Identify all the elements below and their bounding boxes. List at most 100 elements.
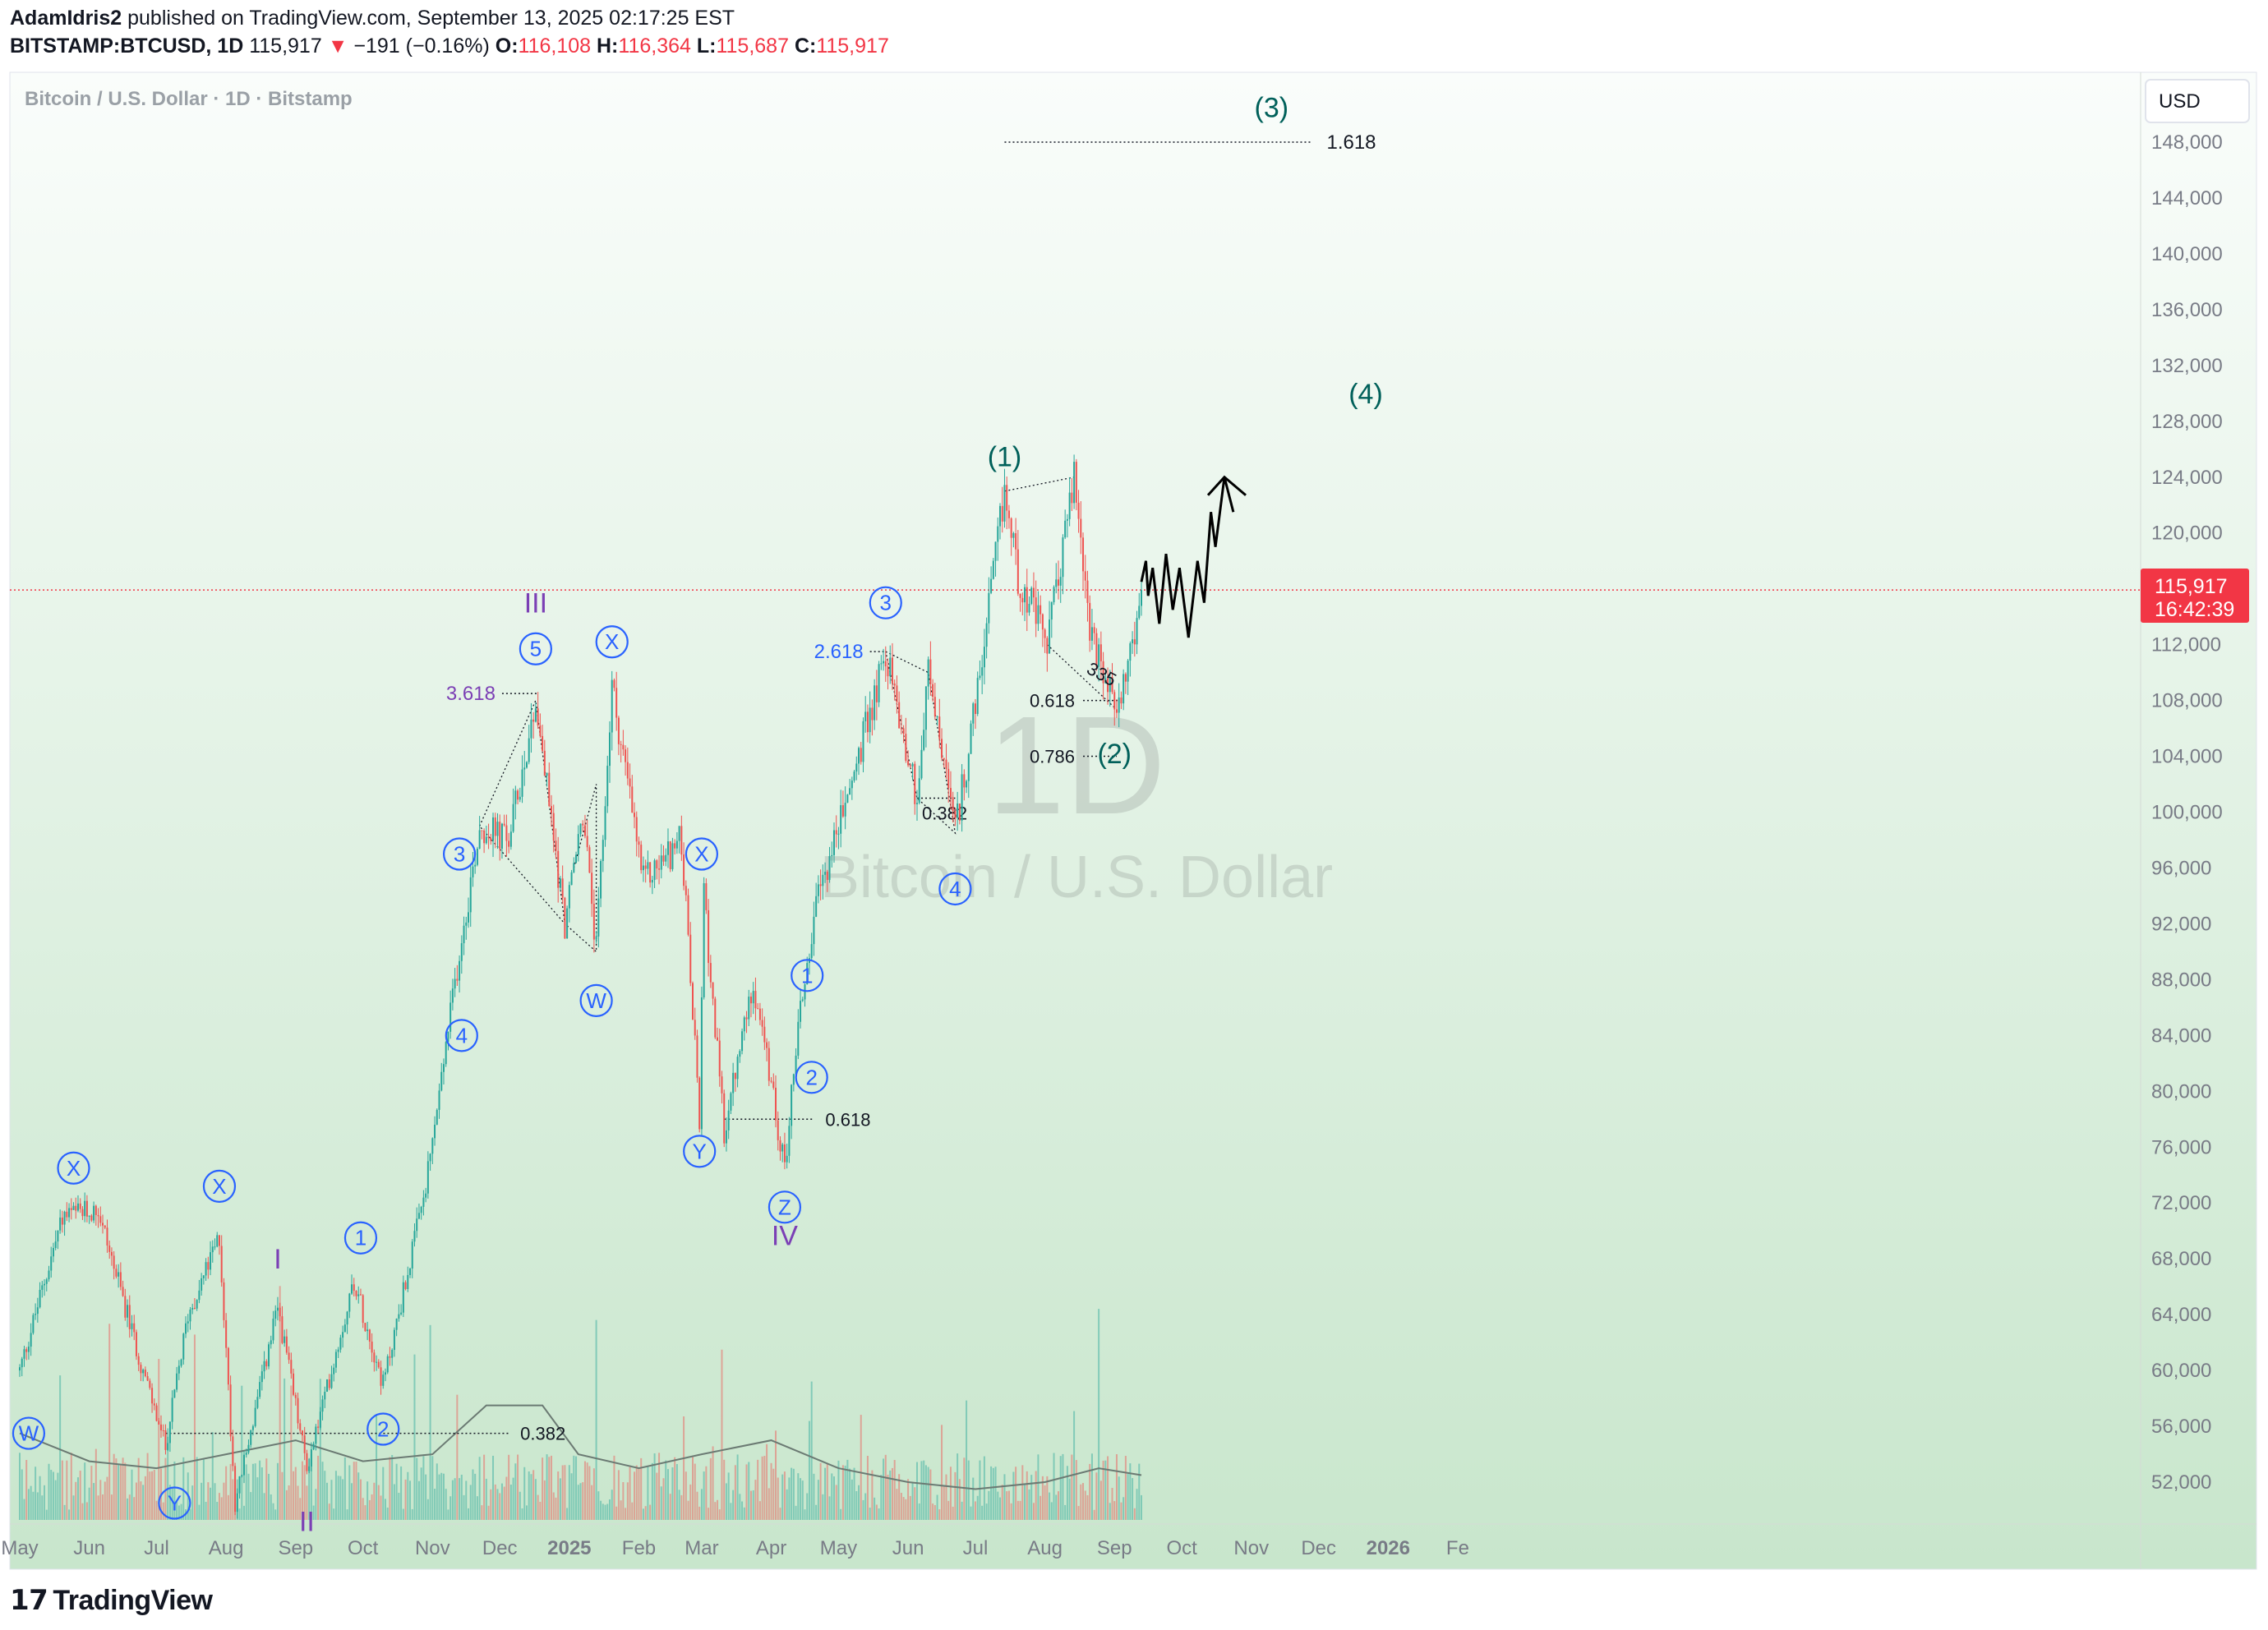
volume-bar bbox=[207, 1482, 210, 1520]
volume-bar bbox=[519, 1491, 521, 1520]
candle-body bbox=[1006, 485, 1008, 511]
candle-body bbox=[284, 1336, 286, 1343]
candle-body bbox=[334, 1351, 337, 1368]
volume-bar bbox=[144, 1476, 146, 1520]
candle-body bbox=[617, 717, 620, 744]
candle-body bbox=[1120, 697, 1122, 704]
volume-bar bbox=[223, 1482, 225, 1520]
wave-label: X bbox=[605, 629, 619, 654]
volume-bar bbox=[662, 1478, 665, 1520]
volume-bar bbox=[426, 1499, 429, 1520]
candle-body bbox=[786, 1155, 788, 1163]
candle-body bbox=[1107, 678, 1109, 693]
candle-body bbox=[265, 1361, 268, 1367]
down-arrow-icon: ▼ bbox=[327, 35, 348, 58]
volume-bar bbox=[1104, 1460, 1107, 1520]
candle-body bbox=[591, 873, 593, 905]
candle-body bbox=[521, 769, 523, 797]
volume-bar bbox=[988, 1490, 990, 1520]
volume-bar bbox=[196, 1457, 198, 1520]
candle-body bbox=[662, 855, 665, 862]
candle-body bbox=[815, 896, 818, 917]
candle-body bbox=[108, 1246, 111, 1252]
volume-bar bbox=[409, 1480, 412, 1520]
volume-bar bbox=[1064, 1504, 1067, 1520]
volume-bar bbox=[918, 1503, 920, 1520]
candle-body bbox=[492, 817, 495, 841]
candle-body bbox=[966, 780, 968, 788]
candle-body bbox=[911, 763, 914, 767]
volume-bar bbox=[923, 1460, 925, 1520]
candle-body bbox=[967, 753, 970, 781]
volume-bar bbox=[326, 1482, 329, 1520]
candle-body bbox=[1093, 627, 1095, 633]
candle-body bbox=[634, 813, 636, 817]
candle-body bbox=[508, 840, 510, 847]
candle-body bbox=[407, 1274, 409, 1289]
volume-bar bbox=[124, 1462, 127, 1520]
volume-bar bbox=[355, 1462, 357, 1520]
volume-bar bbox=[1049, 1492, 1051, 1520]
candle-body bbox=[72, 1205, 75, 1210]
author-name[interactable]: AdamIdris2 bbox=[10, 7, 122, 30]
volume-bar bbox=[155, 1500, 158, 1520]
y-axis[interactable]: 148,000 144,000 140,000 136,000 132,000 128,0… bbox=[2151, 131, 2223, 1494]
candle-body bbox=[342, 1332, 344, 1338]
currency-button[interactable]: USD bbox=[2145, 79, 2250, 123]
fib-level-label: 1.618 bbox=[1326, 131, 1376, 154]
candle-body bbox=[30, 1333, 32, 1347]
candle-body bbox=[1064, 520, 1067, 538]
volume-bar bbox=[638, 1467, 640, 1520]
x-tick-label: Jun bbox=[73, 1537, 105, 1559]
candle-body bbox=[180, 1359, 182, 1366]
volume-bar bbox=[869, 1508, 871, 1520]
candle-body bbox=[743, 1017, 745, 1032]
candle-body bbox=[429, 1153, 431, 1162]
candle-body bbox=[539, 725, 542, 736]
volume-bar bbox=[50, 1470, 53, 1520]
volume-bar bbox=[943, 1486, 945, 1520]
candle-body bbox=[81, 1209, 84, 1217]
volume-bar bbox=[602, 1503, 604, 1520]
volume-bar bbox=[972, 1477, 975, 1520]
candles bbox=[19, 454, 1142, 1519]
candle-body bbox=[122, 1287, 124, 1296]
candle-body bbox=[162, 1430, 164, 1431]
candle-body bbox=[976, 678, 979, 715]
candle-body bbox=[734, 1072, 736, 1080]
volume-bar bbox=[115, 1458, 118, 1520]
volume-bar bbox=[225, 1466, 228, 1520]
volume-bar bbox=[108, 1324, 111, 1520]
y-tick-label: 56,000 bbox=[2151, 1416, 2211, 1438]
wave-circle bbox=[366, 1412, 400, 1446]
volume-bar bbox=[265, 1458, 268, 1520]
candle-body bbox=[229, 1384, 232, 1437]
volume-bar bbox=[546, 1454, 548, 1520]
volume-bar bbox=[606, 1503, 609, 1520]
candle-body bbox=[669, 841, 671, 869]
volume-bar bbox=[400, 1466, 403, 1520]
volume-bar bbox=[288, 1485, 290, 1520]
volume-bar bbox=[445, 1489, 447, 1520]
candle-body bbox=[949, 788, 952, 798]
volume-bar bbox=[698, 1506, 701, 1520]
volume-bar bbox=[808, 1420, 810, 1520]
candle-body bbox=[1057, 579, 1059, 586]
volume-bar bbox=[542, 1457, 544, 1520]
volume-bar bbox=[1133, 1508, 1136, 1520]
x-tick-label: Dec bbox=[1301, 1537, 1336, 1559]
price-tag-value: 115,917 bbox=[2155, 575, 2228, 598]
volume-bar bbox=[634, 1471, 636, 1520]
volume-bar bbox=[727, 1472, 730, 1520]
volume-bar bbox=[1044, 1485, 1046, 1520]
x-axis[interactable]: May Jun Jul Aug Sep Oct Nov Dec 2025 Feb Mar Apr May… bbox=[1, 1537, 1469, 1559]
volume-bar bbox=[460, 1474, 463, 1520]
tradingview-logo[interactable]: 𝟭𝟳 TradingView bbox=[10, 1584, 213, 1617]
volume-bar bbox=[449, 1496, 452, 1520]
candle-body bbox=[21, 1358, 23, 1368]
candle-body bbox=[1089, 602, 1091, 641]
volume-bar bbox=[153, 1469, 155, 1520]
candle-body bbox=[841, 805, 844, 817]
volume-bar bbox=[537, 1494, 539, 1520]
